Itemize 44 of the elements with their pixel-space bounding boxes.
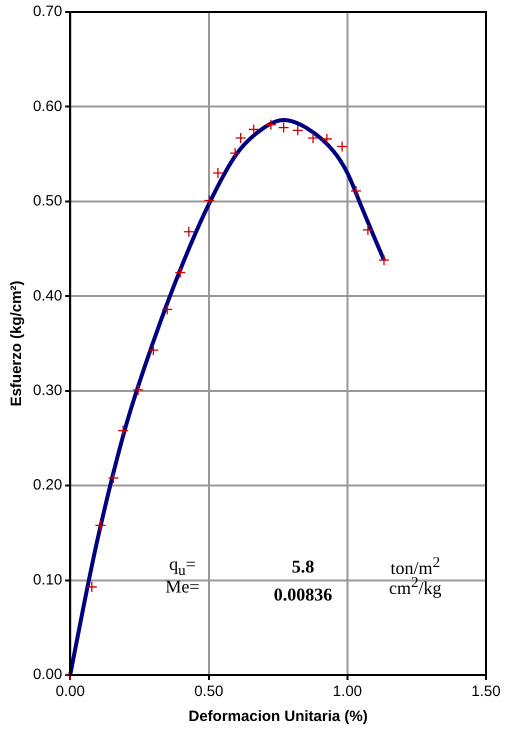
point: [336, 140, 348, 152]
point: [248, 124, 260, 136]
point: [162, 304, 173, 316]
annotation: 0.00836: [274, 584, 332, 606]
y-tick-label: 0.40: [32, 287, 62, 304]
point: [278, 122, 290, 134]
annotation: q$_{u}$=: [169, 554, 196, 579]
point: [108, 472, 120, 484]
x-tick-label: 1.00: [332, 683, 362, 700]
y-tick-label: 0.30: [32, 382, 62, 399]
point: [183, 226, 194, 238]
y-tick-label: 0.20: [32, 476, 62, 494]
point: [212, 167, 224, 179]
annotation: cm$^{2}$/kg: [389, 575, 442, 599]
y-tick-label: 0.00: [32, 666, 62, 684]
y-axis-title: Esfuerzo (kg/cm²): [8, 280, 26, 406]
y-tick-label: 0.50: [32, 192, 62, 210]
x-tick-label: 0.00: [56, 683, 85, 700]
point: [117, 424, 129, 436]
point: [86, 581, 98, 593]
point: [235, 132, 246, 144]
x-axis-title: Deformacion Unitaria (%): [188, 708, 368, 726]
annotation: 5.8: [292, 556, 314, 578]
x-tick-label: 1.50: [471, 683, 501, 700]
y-tick-label: 0.70: [32, 3, 62, 20]
point: [229, 147, 241, 159]
point: [321, 133, 333, 145]
x-tick-label: 0.50: [194, 683, 224, 700]
point: [265, 119, 277, 130]
y-tick-label: 0.60: [32, 98, 62, 115]
annotation: Me=: [165, 576, 200, 598]
point: [174, 266, 186, 278]
line-series: [68, 118, 386, 677]
point: [204, 194, 215, 206]
point: [148, 344, 160, 356]
point: [94, 520, 106, 531]
point: [362, 224, 374, 236]
point: [378, 254, 390, 266]
point: [132, 384, 144, 396]
point: [292, 124, 304, 136]
y-tick-label: 0.10: [32, 571, 62, 588]
point: [307, 132, 319, 144]
point: [350, 185, 362, 197]
annotation: ton/m$^{2}$: [390, 555, 440, 578]
